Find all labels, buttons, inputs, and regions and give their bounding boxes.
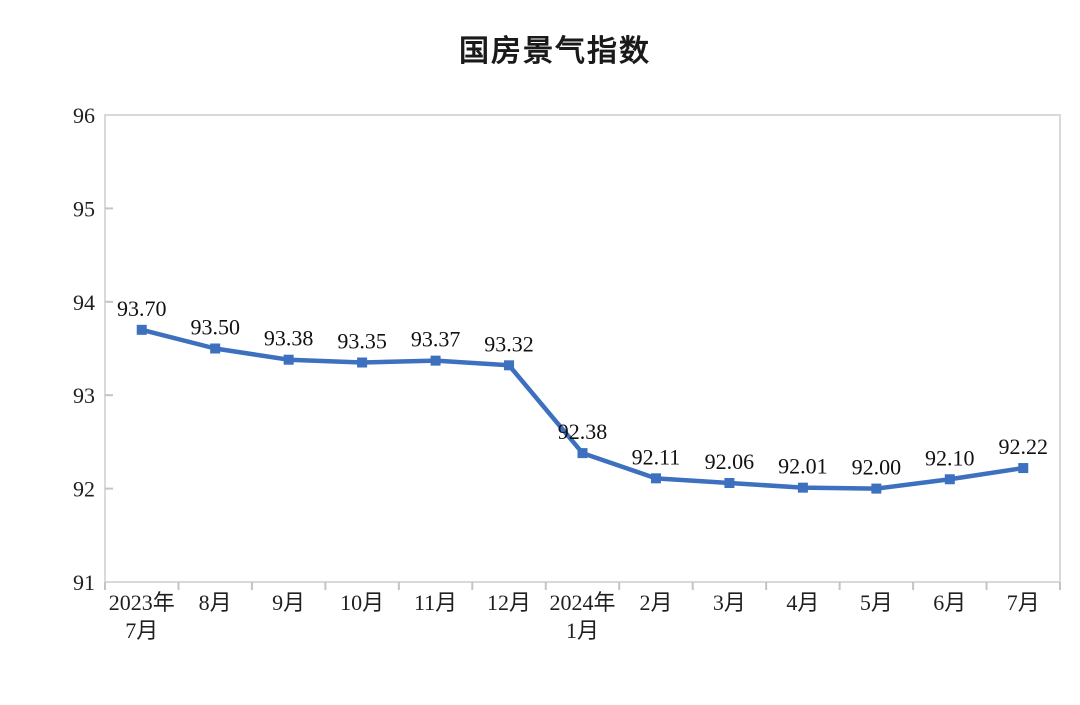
data-point-label: 92.06	[705, 449, 755, 474]
x-axis-label: 12月	[487, 590, 531, 615]
data-point-label: 92.38	[558, 419, 608, 444]
data-point-marker	[357, 357, 368, 368]
data-point-label: 92.10	[925, 445, 975, 470]
plot-area-border	[104, 114, 1061, 583]
data-point-label: 93.35	[337, 329, 387, 354]
data-point-marker	[724, 477, 735, 488]
data-point-label: 93.37	[411, 327, 461, 352]
data-point-label: 93.50	[190, 315, 240, 340]
chart-title: 国房景气指数	[459, 35, 651, 68]
data-point-marker	[1018, 463, 1029, 474]
data-point-label: 92.11	[632, 444, 681, 469]
data-point-marker	[650, 473, 661, 484]
y-axis-label: 94	[73, 290, 95, 315]
x-axis-label: 10月	[340, 590, 384, 615]
data-point-marker	[944, 474, 955, 485]
data-point-label: 93.32	[484, 331, 534, 356]
data-point-marker	[210, 343, 221, 354]
y-axis-label: 93	[73, 383, 95, 408]
x-axis-label: 7月	[1007, 590, 1040, 615]
data-point-label: 93.70	[117, 296, 167, 321]
y-axis-label: 92	[73, 477, 95, 502]
data-point-marker	[283, 354, 294, 365]
x-axis-label: 9月	[272, 590, 305, 615]
data-point-marker	[504, 360, 515, 371]
data-point-marker	[797, 482, 808, 493]
data-point-marker	[430, 355, 441, 366]
data-point-marker	[136, 324, 147, 335]
x-axis-label: 6月	[933, 590, 966, 615]
x-axis-label: 2月	[639, 590, 672, 615]
x-axis-label: 4月	[786, 590, 819, 615]
data-point-label: 92.01	[778, 454, 828, 479]
data-point-marker	[871, 483, 882, 494]
y-axis-label: 96	[73, 103, 95, 128]
x-axis-label: 8月	[199, 590, 232, 615]
y-axis-label: 95	[73, 196, 95, 221]
data-point-label: 92.22	[999, 434, 1049, 459]
data-point-marker	[577, 448, 588, 459]
data-point-label: 93.38	[264, 326, 314, 351]
x-axis-label: 2024年 1月	[549, 590, 615, 643]
x-axis-label: 2023年 7月	[109, 590, 175, 643]
x-axis-label: 3月	[713, 590, 746, 615]
data-point-label: 92.00	[852, 455, 902, 480]
x-axis-label: 11月	[414, 590, 457, 615]
x-axis-label: 5月	[860, 590, 893, 615]
y-axis-label: 91	[73, 570, 95, 595]
